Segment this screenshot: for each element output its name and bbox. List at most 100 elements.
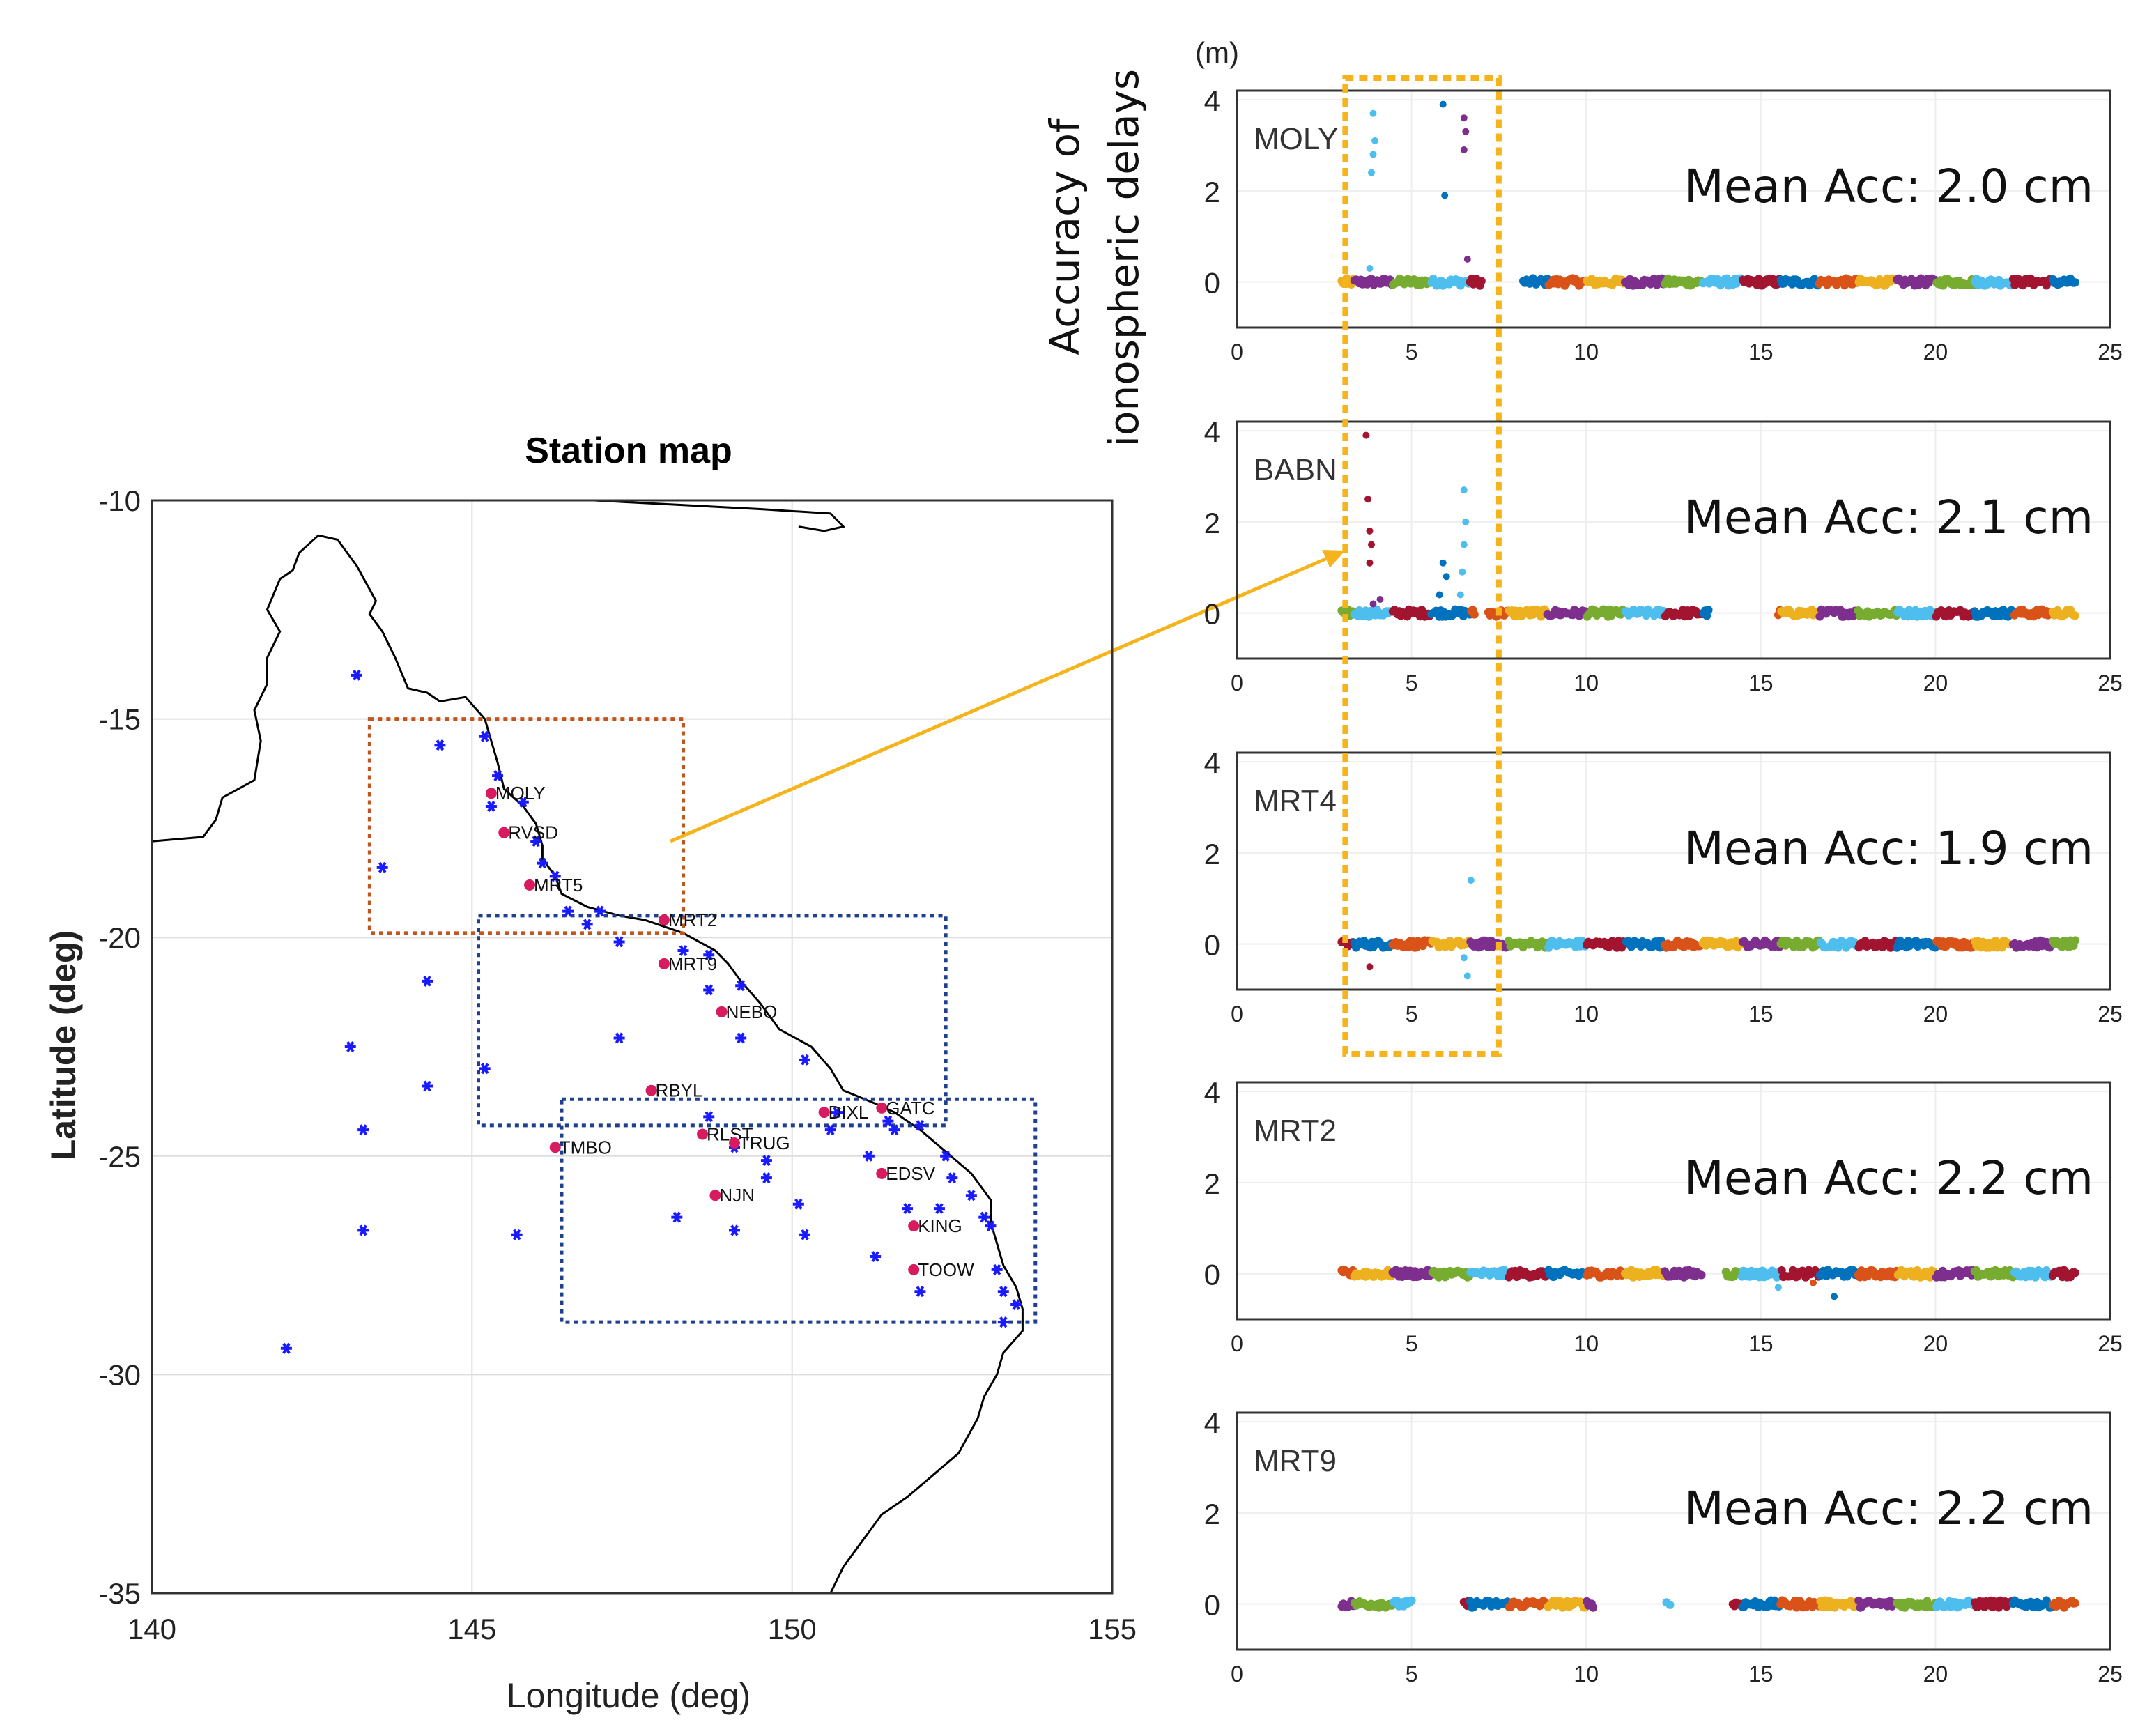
panel-ytick-label: 2 (1204, 1167, 1220, 1200)
panel-xtick-label: 10 (1574, 1331, 1599, 1356)
zoom-arrow (670, 557, 1327, 843)
data-point (1704, 606, 1713, 615)
station-label: TMBO (560, 1137, 612, 1158)
selected-station-marker (697, 1128, 709, 1140)
region-box-blue (560, 1097, 1038, 1324)
station-marker (485, 801, 497, 812)
map-xtick-label: 140 (128, 1613, 176, 1645)
panel-xtick-label: 25 (2098, 1001, 2123, 1027)
station-marker (933, 1203, 945, 1214)
panel-ytick-label: 4 (1204, 1406, 1220, 1439)
station-label: NEBO (726, 1001, 778, 1022)
panel-ytick-label: 4 (1204, 746, 1220, 779)
station-marker (434, 739, 446, 751)
station-marker (1010, 1299, 1022, 1310)
station-marker (831, 1107, 843, 1119)
station-label: DIXL (829, 1102, 869, 1123)
station-marker (549, 870, 561, 882)
map-ytick-label: -20 (98, 921, 141, 954)
station-map: Station map MOLY RVSD MRT5 MRT2 MRT9 NEBO RBYL… (44, 431, 1346, 1715)
outlier-point (1366, 963, 1374, 971)
selected-station-marker (728, 1137, 740, 1149)
map-xlabel: Longitude (deg) (507, 1676, 751, 1715)
highlight-box (1342, 75, 1502, 1057)
station-marker (914, 1119, 926, 1131)
panel-xtick-label: 0 (1231, 1331, 1243, 1356)
outlier-point (1371, 137, 1378, 144)
station-marker (376, 861, 388, 873)
panel-xtick-label: 10 (1574, 670, 1599, 696)
station-label: MOLY (495, 783, 546, 804)
outlier-point (1364, 496, 1371, 503)
panel-xtick-label: 5 (1406, 670, 1418, 696)
panel-xtick-label: 25 (2098, 1331, 2123, 1356)
map-y-tick-labels: -10 -15 -20 -25 -30 -35 (98, 484, 141, 1610)
region-box-blue (477, 914, 948, 1128)
panel-xtick-label: 25 (2098, 670, 2123, 696)
panel-xtick-label: 5 (1406, 339, 1418, 364)
station-marker (479, 1063, 491, 1075)
outlier-point (1366, 559, 1374, 567)
panel-mean-accuracy: Mean Acc: 2.0 cm (1684, 160, 2093, 213)
panel-xtick-label: 20 (1923, 670, 1948, 696)
data-point (1407, 1596, 1416, 1605)
coastline-top (593, 499, 846, 532)
station-marker (594, 905, 606, 917)
outlier-point (1441, 192, 1449, 199)
panel-station-label: MOLY (1254, 122, 1338, 156)
panel-xtick-label: 15 (1748, 670, 1774, 696)
station-label: NJN (719, 1185, 755, 1206)
panel-mean-accuracy: Mean Acc: 2.1 cm (1684, 491, 2093, 544)
panel-xtick-label: 5 (1406, 1661, 1418, 1687)
outlier-point (1460, 114, 1468, 122)
outlier-point (1366, 527, 1374, 535)
station-marker (870, 1251, 882, 1262)
outlier-point (1460, 486, 1468, 494)
data-point (1665, 1600, 1675, 1609)
station-marker (888, 1124, 900, 1136)
station-marker (280, 1342, 292, 1354)
station-marker (703, 949, 715, 961)
station-marker (351, 669, 362, 681)
station-marker (671, 1211, 683, 1223)
station-marker (613, 1032, 625, 1044)
panel-station-label: MRT2 (1254, 1114, 1337, 1148)
map-ytick-label: -35 (98, 1577, 141, 1610)
panel-scatter (1337, 1596, 2079, 1612)
station-marker (357, 1224, 369, 1236)
station-marker (760, 1172, 772, 1184)
station-marker (677, 945, 689, 956)
map-ytick-label: -30 (98, 1358, 141, 1391)
outlier-point (1443, 573, 1450, 581)
outlier-point (1810, 1279, 1817, 1286)
station-label: RVSD (508, 822, 558, 843)
panel-ytick-label: 2 (1204, 507, 1220, 539)
station-marker (946, 1172, 958, 1184)
selected-station-marker (549, 1142, 561, 1153)
panel-xtick-label: 5 (1406, 1001, 1418, 1027)
map-ytick-label: -10 (98, 484, 141, 517)
station-marker (965, 1190, 977, 1201)
selected-station-marker (876, 1102, 888, 1114)
map-xtick-label: 150 (768, 1613, 817, 1645)
panel-mean-accuracy: Mean Acc: 2.2 cm (1684, 1151, 2093, 1205)
selected-station-marker (818, 1107, 830, 1119)
panel-xtick-label: 15 (1748, 1331, 1774, 1356)
panel-xtick-label: 20 (1923, 339, 1948, 364)
outlier-point (1368, 169, 1375, 176)
panel-xtick-label: 5 (1406, 1331, 1418, 1356)
station-label: TRUG (739, 1132, 790, 1153)
y-unit-label: (m) (1195, 36, 1239, 69)
panel-ytick-label: 2 (1204, 176, 1220, 208)
panel-xtick-label: 20 (1923, 1331, 1948, 1356)
panel-ytick-label: 0 (1204, 929, 1220, 962)
map-x-tick-labels: 140 145 150 155 (128, 1613, 1137, 1645)
station-marker (863, 1150, 875, 1162)
data-point (2070, 1268, 2079, 1277)
panel-frame (1236, 751, 2111, 991)
station-label: KING (918, 1215, 962, 1236)
